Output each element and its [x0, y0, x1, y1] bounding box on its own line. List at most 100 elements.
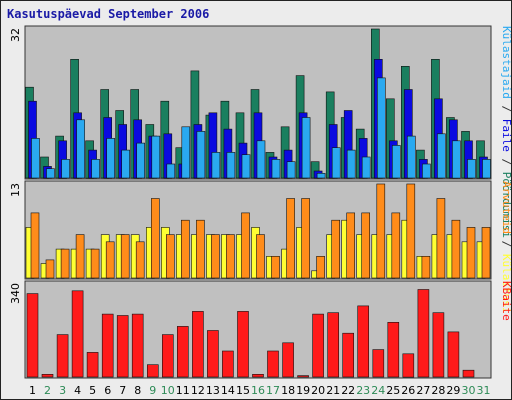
day-label-6: 6 [104, 384, 111, 397]
day-label-5: 5 [89, 384, 96, 397]
bar-visits-arvuteid-day-24 [376, 183, 386, 279]
bar-hits-külastajaid-day-17 [271, 159, 281, 179]
bar-hits-külastajaid-day-13 [211, 152, 221, 179]
day-label-21: 21 [326, 384, 340, 397]
bar-bytes-kbaite-day-11 [177, 326, 189, 378]
legend-middle-panel: Arvuteid / Külastusi [500, 181, 511, 313]
legend-lower-panel: KBaite [500, 281, 511, 321]
bar-hits-külastajaid-day-1 [31, 138, 40, 179]
bar-hits-külastajaid-day-24 [376, 77, 386, 179]
bar-bytes-kbaite-day-24 [372, 349, 385, 378]
day-label-24: 24 [371, 384, 385, 397]
bar-bytes-kbaite-day-26 [402, 353, 415, 378]
bar-visits-arvuteid-day-22 [346, 212, 356, 279]
bar-visits-arvuteid-day-10 [166, 234, 175, 279]
day-label-10: 10 [161, 384, 175, 397]
bar-bytes-kbaite-day-6 [101, 313, 114, 378]
day-label-26: 26 [401, 384, 415, 397]
bar-hits-külastajaid-day-30 [467, 159, 476, 179]
day-label-9: 9 [149, 384, 156, 397]
bar-visits-arvuteid-day-2 [45, 259, 55, 279]
bar-hits-külastajaid-day-18 [286, 161, 296, 179]
day-label-20: 20 [311, 384, 325, 397]
day-label-12: 12 [191, 384, 205, 397]
bar-hits-külastajaid-day-21 [331, 147, 341, 179]
bar-hits-külastajaid-day-28 [437, 133, 446, 179]
legend-upper-panel: Külastajaid / Faile / Pöördumisi [500, 26, 511, 238]
bar-bytes-kbaite-day-4 [71, 290, 84, 378]
day-label-8: 8 [134, 384, 141, 397]
bar-hits-külastajaid-day-20 [316, 173, 326, 179]
bar-hits-külastajaid-day-4 [76, 119, 85, 179]
bar-bytes-kbaite-day-29 [447, 331, 460, 378]
day-label-27: 27 [416, 384, 430, 397]
bar-bytes-kbaite-day-17 [267, 350, 279, 378]
bar-bytes-kbaite-day-30 [462, 369, 475, 378]
day-label-19: 19 [296, 384, 310, 397]
bar-bytes-kbaite-day-10 [162, 334, 174, 378]
bar-visits-arvuteid-day-14 [226, 234, 235, 279]
bar-bytes-kbaite-day-22 [342, 332, 355, 378]
bar-visits-arvuteid-day-20 [316, 256, 325, 279]
bar-visits-arvuteid-day-9 [151, 198, 160, 279]
bar-hits-külastajaid-day-14 [226, 152, 236, 179]
bar-bytes-kbaite-day-23 [357, 305, 370, 378]
day-label-28: 28 [431, 384, 445, 397]
bar-visits-arvuteid-day-4 [75, 234, 85, 279]
bar-hits-külastajaid-day-15 [241, 154, 251, 179]
bar-bytes-kbaite-day-14 [222, 350, 234, 378]
bar-visits-arvuteid-day-3 [60, 248, 70, 279]
bar-bytes-kbaite-day-13 [207, 330, 219, 378]
bar-hits-külastajaid-day-16 [256, 140, 266, 179]
legend-pöördumisi: Pöördumisi [500, 172, 511, 238]
bar-visits-arvuteid-day-8 [135, 241, 145, 279]
day-label-16: 16 [251, 384, 265, 397]
bar-visits-arvuteid-day-30 [466, 227, 476, 279]
bar-bytes-kbaite-day-5 [86, 352, 99, 378]
bar-hits-külastajaid-day-25 [391, 145, 401, 179]
bar-bytes-kbaite-day-28 [432, 312, 445, 378]
bar-bytes-kbaite-day-8 [131, 313, 144, 378]
bar-hits-külastajaid-day-9 [151, 135, 161, 179]
bar-bytes-kbaite-day-21 [327, 312, 340, 378]
bar-visits-arvuteid-day-31 [481, 227, 491, 279]
bar-bytes-kbaite-day-1 [26, 293, 39, 378]
legend-kbaite: KBaite [500, 281, 511, 321]
day-label-23: 23 [356, 384, 370, 397]
bar-bytes-kbaite-day-16 [252, 373, 264, 378]
day-label-3: 3 [59, 384, 66, 397]
day-label-15: 15 [236, 384, 250, 397]
bar-visits-arvuteid-day-18 [286, 198, 295, 279]
bar-visits-arvuteid-day-11 [181, 219, 190, 279]
bar-hits-külastajaid-day-7 [121, 149, 130, 179]
bar-visits-arvuteid-day-29 [451, 219, 461, 279]
bar-visits-arvuteid-day-16 [256, 234, 265, 279]
bar-hits-külastajaid-day-11 [181, 126, 191, 179]
bar-bytes-kbaite-day-3 [56, 334, 69, 378]
bar-visits-arvuteid-day-27 [421, 256, 431, 279]
bar-hits-külastajaid-day-5 [91, 159, 100, 179]
legend-separator: / [500, 234, 511, 254]
day-label-31: 31 [477, 384, 491, 397]
bar-visits-arvuteid-day-15 [241, 212, 250, 279]
panel-bytes-max-tick-label: 340 [9, 283, 22, 304]
day-label-25: 25 [386, 384, 400, 397]
bar-visits-arvuteid-day-25 [391, 212, 401, 279]
day-label-30: 30 [462, 384, 476, 397]
bar-visits-arvuteid-day-23 [361, 212, 371, 279]
bar-hits-külastajaid-day-23 [361, 156, 371, 179]
day-label-11: 11 [176, 384, 190, 397]
bar-hits-külastajaid-day-6 [106, 138, 115, 179]
bar-bytes-kbaite-day-25 [387, 321, 400, 378]
bar-bytes-kbaite-day-2 [41, 373, 54, 378]
bar-bytes-kbaite-day-19 [297, 375, 309, 378]
bar-bytes-kbaite-day-18 [282, 342, 294, 378]
panel-hits-max-tick-label: 32 [9, 28, 22, 42]
day-label-1: 1 [29, 384, 36, 397]
bar-visits-arvuteid-day-26 [406, 183, 416, 279]
bar-visits-arvuteid-day-13 [211, 234, 220, 279]
bar-visits-arvuteid-day-21 [331, 219, 341, 279]
bar-hits-külastajaid-day-2 [46, 168, 55, 179]
bar-bytes-kbaite-day-7 [116, 315, 129, 378]
